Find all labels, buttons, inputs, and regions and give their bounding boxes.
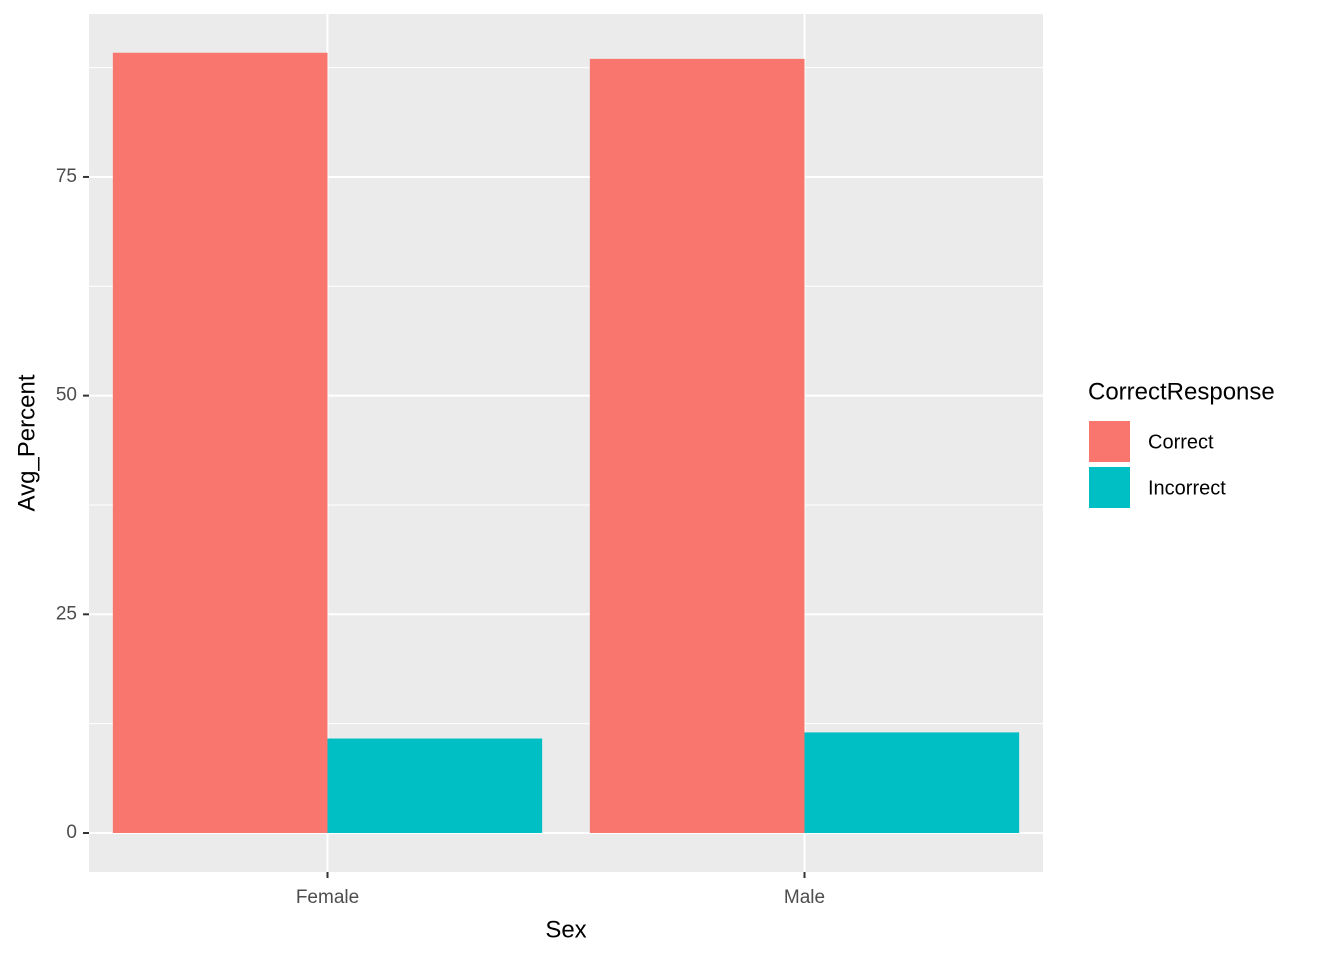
y-axis-title: Avg_Percent bbox=[13, 374, 40, 511]
y-tick-label: 0 bbox=[66, 822, 77, 843]
y-tick-label: 75 bbox=[56, 166, 77, 187]
legend-label: Incorrect bbox=[1148, 477, 1226, 499]
y-tick-label: 25 bbox=[56, 603, 77, 624]
legend-key bbox=[1087, 465, 1132, 510]
legend-title: CorrectResponse bbox=[1088, 378, 1275, 405]
x-tick-label: Male bbox=[784, 887, 825, 908]
bars bbox=[112, 52, 1020, 833]
bar bbox=[112, 52, 328, 833]
bar bbox=[327, 738, 543, 833]
bar bbox=[804, 732, 1020, 833]
x-axis-title: Sex bbox=[545, 916, 586, 943]
legend-key bbox=[1087, 419, 1132, 464]
bar bbox=[589, 58, 805, 833]
x-tick-label: Female bbox=[296, 887, 359, 908]
legend-label: Correct bbox=[1148, 431, 1214, 453]
y-tick-label: 50 bbox=[56, 385, 77, 406]
